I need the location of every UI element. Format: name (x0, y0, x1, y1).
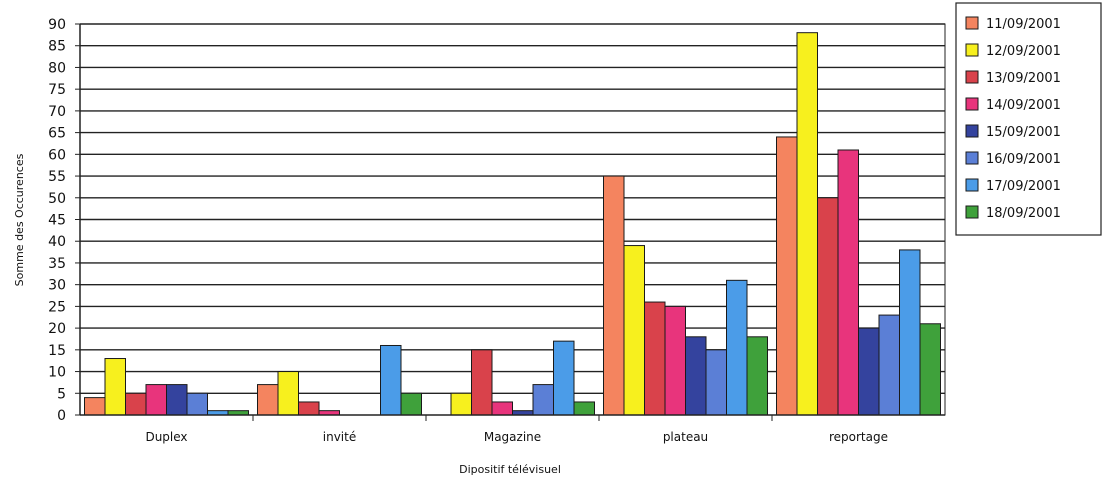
legend-swatch (965, 16, 979, 30)
legend-label: 15/09/2001 (986, 125, 1061, 140)
bar (400, 392, 422, 416)
bar (858, 327, 880, 416)
bar (664, 305, 686, 416)
y-tick-label: 85 (48, 39, 66, 55)
y-tick-label: 35 (48, 256, 66, 272)
y-tick-label: 10 (48, 365, 66, 381)
y-tick-label: 50 (48, 191, 66, 207)
bar (837, 149, 859, 416)
legend-swatch (965, 151, 979, 165)
bar (186, 392, 208, 416)
bar (746, 336, 768, 416)
y-tick-label: 55 (48, 169, 66, 185)
bar (491, 401, 513, 416)
x-axis-title: Dipositif télévisuel (459, 463, 561, 476)
y-tick-label: 70 (48, 104, 66, 120)
bar (553, 340, 575, 416)
legend-label: 18/09/2001 (986, 206, 1061, 221)
legend-swatch (965, 97, 979, 111)
bar (380, 344, 402, 416)
y-tick-label: 20 (48, 321, 66, 337)
legend-swatch (965, 124, 979, 138)
y-tick-label: 25 (48, 299, 66, 315)
y-tick-label: 65 (48, 126, 66, 142)
bar (623, 245, 645, 416)
legend: 11/09/2001 12/09/2001 13/09/2001 14/09/2001… (955, 2, 1102, 236)
legend-label: 12/09/2001 (986, 44, 1061, 59)
legend-label: 17/09/2001 (986, 179, 1061, 194)
x-tick-label: Duplex (145, 430, 187, 444)
bar (298, 401, 320, 416)
bar (84, 397, 106, 416)
bar (878, 314, 900, 416)
bars (84, 32, 941, 416)
bar (705, 349, 727, 416)
bar (685, 336, 707, 416)
legend-swatch (965, 178, 979, 192)
bar (644, 301, 666, 416)
bar (277, 371, 299, 416)
bar (166, 384, 188, 416)
y-tick-label: 45 (48, 213, 66, 229)
legend-swatch (965, 205, 979, 219)
y-tick-label: 40 (48, 234, 66, 250)
legend-swatch (965, 43, 979, 57)
x-tick-label: Magazine (484, 430, 541, 444)
bar (125, 392, 147, 416)
legend-label: 11/09/2001 (986, 17, 1061, 32)
x-tick-label: reportage (829, 430, 888, 444)
bar (471, 349, 493, 416)
bar (776, 136, 798, 416)
axes: 0 5 10 15 20 25 30 35 40 45 50 55 60 65 70 75 80 85 90 Dupl… (48, 17, 945, 444)
legend-label: 13/09/2001 (986, 71, 1061, 86)
y-tick-label: 30 (48, 278, 66, 294)
bar (796, 32, 818, 416)
y-axis-title: Somme des Occurences (13, 153, 26, 286)
y-tick-label: 15 (48, 343, 66, 359)
y-tick-label: 90 (48, 17, 66, 33)
bar (257, 384, 279, 416)
bar (603, 175, 625, 416)
bar (726, 279, 748, 416)
bar (573, 401, 595, 416)
bar (450, 392, 472, 416)
y-tick-label: 80 (48, 60, 66, 76)
y-tick-label: 75 (48, 82, 66, 98)
bar (899, 249, 921, 416)
bar (919, 323, 941, 416)
x-tick-label: plateau (663, 430, 708, 444)
legend-label: 16/09/2001 (986, 152, 1061, 167)
bar (104, 358, 126, 416)
y-tick-label: 0 (57, 408, 66, 424)
bar (817, 197, 839, 416)
x-tick-label: invité (323, 430, 356, 444)
legend-swatch (965, 70, 979, 84)
legend-label: 14/09/2001 (986, 98, 1061, 113)
bar (532, 384, 554, 416)
y-tick-label: 60 (48, 147, 66, 163)
y-tick-label: 5 (57, 386, 66, 402)
bar (145, 384, 167, 416)
legend-box (955, 2, 1102, 236)
